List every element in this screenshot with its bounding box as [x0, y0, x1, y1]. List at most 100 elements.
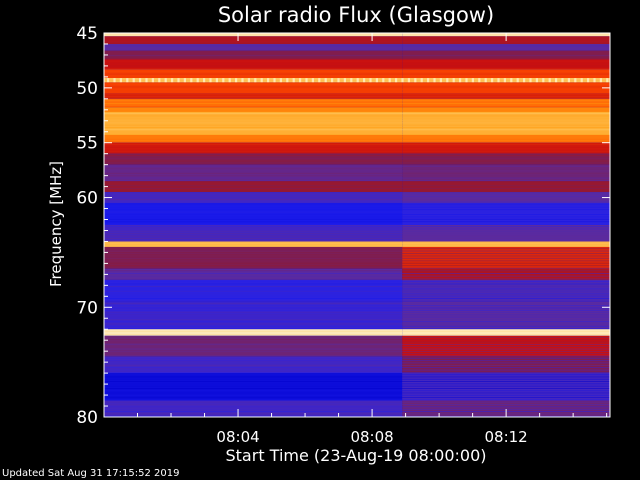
interference-dot [593, 78, 596, 83]
frequency-band-2-after [402, 44, 610, 51]
interference-dot [452, 78, 455, 83]
interference-dot [407, 78, 410, 83]
band-texture-line [104, 353, 610, 355]
interference-dot [241, 78, 244, 83]
band-texture-line [104, 295, 610, 297]
band-texture-line [104, 369, 610, 371]
interference-dot [529, 78, 532, 83]
band-texture-line [104, 129, 610, 131]
band-texture-line [104, 376, 610, 378]
band-texture-line [104, 302, 610, 304]
band-texture-line [104, 357, 610, 359]
interference-dot [459, 78, 462, 83]
interference-dot [209, 78, 212, 83]
band-texture-line [104, 185, 610, 187]
x-axis-label: Start Time (23-Aug-19 08:00:00) [226, 446, 487, 465]
band-texture-line [104, 42, 610, 44]
frequency-band-8-after [402, 93, 610, 99]
band-texture-line [104, 182, 610, 184]
frequency-band-22-before [104, 268, 403, 280]
band-texture-line [104, 48, 610, 50]
interference-dot [331, 78, 334, 83]
band-texture-line [104, 262, 610, 264]
band-texture-line [104, 394, 610, 396]
interference-dot [580, 78, 583, 83]
band-texture-line [104, 122, 610, 124]
band-texture-line [104, 106, 610, 107]
band-texture-line [104, 146, 610, 148]
band-texture-line [104, 216, 610, 218]
x-tick-label: 08:04 [216, 428, 259, 446]
band-texture-line [104, 339, 610, 341]
frequency-band-28-after [402, 373, 610, 401]
band-texture-line [104, 307, 610, 309]
band-texture-line [104, 360, 610, 362]
frequency-band-2-before [104, 44, 403, 51]
band-texture-line [104, 378, 610, 380]
band-texture-line [104, 278, 610, 280]
band-texture-line [104, 89, 610, 91]
band-texture-line [104, 124, 610, 126]
band-texture-line [104, 175, 610, 177]
band-texture-line [104, 97, 610, 99]
band-texture-line [104, 367, 610, 369]
interference-dot [561, 78, 564, 83]
frequency-band-13-before [104, 142, 403, 154]
band-texture-line [104, 323, 610, 325]
band-texture-line [104, 275, 610, 277]
interference-dot [484, 78, 487, 83]
band-texture-line [104, 309, 610, 311]
band-texture-line [104, 141, 610, 143]
band-texture-line [104, 265, 610, 267]
frequency-band-12-after [402, 135, 610, 143]
band-texture-line [104, 383, 610, 385]
frequency-band-25-after [402, 329, 610, 336]
band-texture-line [104, 355, 610, 357]
interference-dot [599, 78, 602, 83]
interference-dot [145, 78, 148, 83]
band-texture-line [104, 348, 610, 350]
interference-dot [414, 78, 417, 83]
frequency-band-7-before [104, 82, 403, 94]
band-texture-line [104, 240, 610, 242]
band-texture-line [104, 325, 610, 327]
interference-dot [363, 78, 366, 83]
interference-dot [215, 78, 218, 83]
band-texture-line [104, 374, 610, 376]
band-texture-line [104, 242, 610, 244]
band-texture-line [104, 76, 610, 78]
interference-dot [337, 78, 340, 83]
band-texture-line [104, 316, 610, 318]
frequency-band-11-after [402, 112, 610, 135]
interference-dot [503, 78, 506, 83]
band-texture-line [104, 168, 610, 170]
band-texture-line [104, 190, 610, 192]
band-texture-line [104, 362, 610, 364]
band-texture-line [104, 188, 610, 189]
band-texture-line [104, 133, 610, 135]
band-texture-line [104, 57, 610, 59]
plot-frame [103, 32, 611, 418]
band-texture-line [104, 388, 610, 389]
frequency-band-28-before [104, 373, 403, 401]
band-texture-line [104, 131, 610, 133]
band-texture-line [104, 337, 610, 338]
interference-dot [267, 78, 270, 83]
frequency-band-17-before [104, 192, 403, 204]
band-texture-line [104, 103, 610, 105]
band-texture-line [104, 314, 610, 316]
band-texture-line [104, 343, 610, 345]
y-tick-label: 80 [76, 408, 98, 428]
interference-dot [516, 78, 519, 83]
band-texture-line [104, 288, 610, 290]
band-texture-line [104, 120, 610, 121]
band-texture-line [104, 115, 610, 117]
band-texture-line [104, 350, 610, 352]
band-texture-line [104, 255, 610, 257]
band-texture-line [104, 381, 610, 382]
band-texture-line [104, 52, 610, 53]
band-texture-line [104, 390, 610, 392]
interference-dot [388, 78, 391, 83]
band-texture-line [104, 37, 610, 39]
interference-dot [190, 78, 193, 83]
